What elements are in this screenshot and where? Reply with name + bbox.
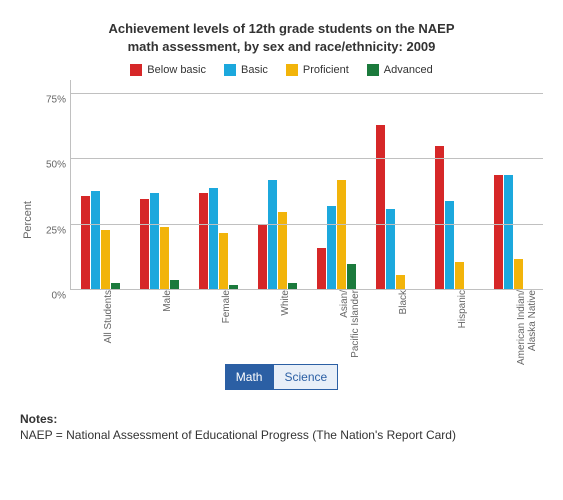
bar-group: White xyxy=(248,80,307,290)
bar xyxy=(455,262,464,291)
bar xyxy=(258,225,267,291)
gridline xyxy=(71,158,543,159)
bar xyxy=(337,180,346,290)
bar xyxy=(219,233,228,291)
bar xyxy=(396,275,405,291)
y-tick: 50% xyxy=(46,160,66,171)
bar xyxy=(209,188,218,290)
bar xyxy=(91,191,100,291)
bar xyxy=(140,199,149,291)
bar xyxy=(376,125,385,290)
bar xyxy=(504,175,513,291)
tab-science[interactable]: Science xyxy=(273,364,338,390)
notes-text: NAEP = National Assessment of Educationa… xyxy=(0,426,563,454)
x-tick-label: Male xyxy=(156,290,173,312)
bar xyxy=(150,193,159,290)
bar xyxy=(386,209,395,290)
y-axis-label: Percent xyxy=(20,201,36,239)
legend-item: Basic xyxy=(224,64,268,76)
chart-title: Achievement levels of 12th grade student… xyxy=(20,20,543,56)
gridline xyxy=(71,224,543,225)
bar-group: All Students xyxy=(71,80,130,290)
bar xyxy=(101,230,110,290)
bar xyxy=(347,264,356,290)
y-axis: 0% 25% 50% 75% xyxy=(36,80,70,360)
legend-label: Basic xyxy=(241,64,268,76)
bar xyxy=(160,227,169,290)
y-tick: 25% xyxy=(46,225,66,236)
bar xyxy=(435,146,444,290)
bar-group: Hispanic xyxy=(425,80,484,290)
bar-group: Asian/Pacific Islander xyxy=(307,80,366,290)
legend-swatch xyxy=(286,64,298,76)
legend-label: Proficient xyxy=(303,64,349,76)
bar xyxy=(327,206,336,290)
legend: Below basic Basic Proficient Advanced xyxy=(20,64,543,76)
legend-swatch xyxy=(367,64,379,76)
bar xyxy=(81,196,90,291)
chart-title-line1: Achievement levels of 12th grade student… xyxy=(108,21,454,36)
legend-label: Advanced xyxy=(384,64,433,76)
y-tick: 75% xyxy=(46,94,66,105)
legend-item: Proficient xyxy=(286,64,349,76)
bar xyxy=(445,201,454,290)
legend-item: Advanced xyxy=(367,64,433,76)
y-tick: 0% xyxy=(52,291,66,302)
tabs: MathScience xyxy=(20,364,543,390)
plot: All StudentsMaleFemaleWhiteAsian/Pacific… xyxy=(70,80,543,290)
x-tick-label: White xyxy=(274,290,291,316)
bar-group: American Indian/Alaska Native xyxy=(484,80,543,290)
bar-group: Male xyxy=(130,80,189,290)
bar xyxy=(199,193,208,290)
x-tick-label: Asian/Pacific Islander xyxy=(333,290,361,358)
x-tick-label: Hispanic xyxy=(451,290,468,328)
chart-title-line2: math assessment, by sex and race/ethnici… xyxy=(128,39,436,54)
legend-item: Below basic xyxy=(130,64,206,76)
notes-header: Notes: xyxy=(0,412,563,426)
x-tick-label: Female xyxy=(215,290,232,323)
gridline xyxy=(71,289,543,290)
tab-math[interactable]: Math xyxy=(225,364,274,390)
x-tick-label: American Indian/Alaska Native xyxy=(510,290,538,365)
bar-group: Female xyxy=(189,80,248,290)
chart-area: Percent 0%25%50%75% All StudentsMaleFema… xyxy=(20,80,543,360)
bar xyxy=(268,180,277,290)
x-tick-label: All Students xyxy=(97,290,114,343)
x-tick-label: Black xyxy=(392,290,409,314)
gridline xyxy=(71,93,543,94)
legend-swatch xyxy=(224,64,236,76)
bar xyxy=(514,259,523,291)
bar xyxy=(494,175,503,291)
legend-swatch xyxy=(130,64,142,76)
legend-label: Below basic xyxy=(147,64,206,76)
bar xyxy=(317,248,326,290)
bar-group: Black xyxy=(366,80,425,290)
